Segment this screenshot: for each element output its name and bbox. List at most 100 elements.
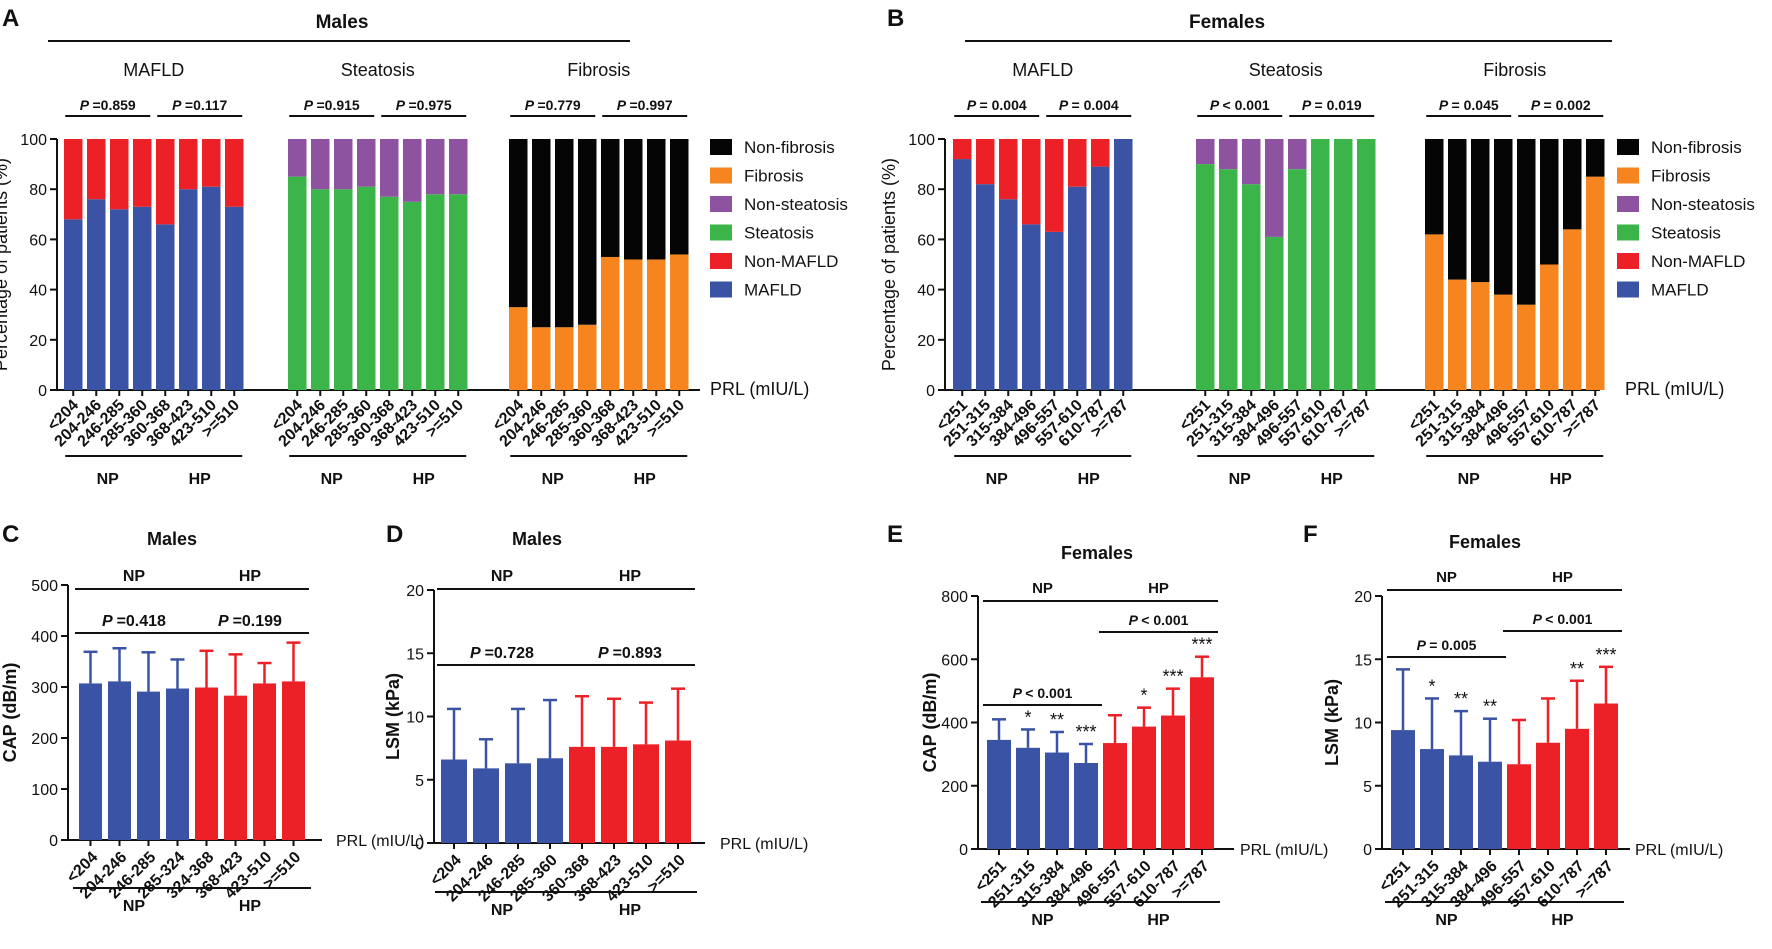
y-tick-label: 200 bbox=[941, 779, 968, 796]
legend-swatch bbox=[710, 167, 732, 184]
legend-label: Non-fibrosis bbox=[1651, 138, 1742, 157]
y-tick-label: 400 bbox=[941, 716, 968, 733]
legend-label: MAFLD bbox=[744, 281, 802, 300]
bar-segment-steatosis bbox=[311, 189, 330, 390]
bottom-label-hp: HP bbox=[239, 898, 262, 915]
data-bar bbox=[137, 691, 160, 840]
data-bar bbox=[282, 681, 305, 840]
bar-segment-non-steatosis bbox=[426, 139, 445, 195]
legend-swatch bbox=[1617, 224, 1639, 241]
bar-segment-steatosis bbox=[334, 189, 353, 390]
bar-segment-fibrosis bbox=[578, 324, 597, 390]
bottom-label-hp: HP bbox=[1147, 912, 1170, 929]
bar-segment-non-mafld bbox=[1091, 139, 1110, 167]
y-tick-label: 800 bbox=[941, 589, 968, 606]
data-bar bbox=[569, 746, 595, 843]
p-value-np: P =0.779 bbox=[525, 97, 581, 113]
panel-title: Males bbox=[512, 529, 562, 549]
panel-letter-F: F bbox=[1303, 521, 1318, 548]
bar-segment-fibrosis bbox=[1471, 282, 1490, 390]
bar-segment-steatosis bbox=[1357, 139, 1376, 390]
bar-segment-non-mafld bbox=[953, 139, 972, 160]
legend-label: Steatosis bbox=[744, 224, 814, 243]
data-bar bbox=[633, 744, 659, 843]
bar-segment-fibrosis bbox=[1517, 304, 1536, 390]
bottom-label-hp: HP bbox=[1551, 912, 1574, 929]
group-label-hp: HP bbox=[1148, 580, 1169, 597]
y-tick-label: 40 bbox=[917, 283, 935, 300]
data-bar bbox=[1045, 752, 1069, 849]
significance-stars: * bbox=[1140, 686, 1147, 706]
bar-segment-non-fibrosis bbox=[601, 139, 620, 257]
y-tick-label: 60 bbox=[917, 232, 935, 249]
p-value-hp: P =0.117 bbox=[172, 97, 227, 113]
bar-segment-fibrosis bbox=[555, 327, 574, 390]
bar-segment-fibrosis bbox=[624, 259, 643, 390]
data-bar bbox=[537, 758, 563, 843]
data-bar bbox=[665, 740, 691, 843]
subplot-title: Fibrosis bbox=[1483, 60, 1546, 80]
bar-segment-mafld bbox=[953, 159, 972, 390]
group-label-hp: HP bbox=[1321, 471, 1344, 488]
bar-segment-non-fibrosis bbox=[1425, 139, 1444, 235]
group-label-hp: HP bbox=[1078, 471, 1101, 488]
y-tick-label: 60 bbox=[29, 232, 47, 249]
bar-segment-non-steatosis bbox=[1265, 139, 1284, 237]
bar-segment-fibrosis bbox=[1540, 264, 1559, 390]
bar-segment-steatosis bbox=[426, 194, 445, 390]
data-bar bbox=[505, 763, 531, 843]
bar-segment-non-mafld bbox=[156, 139, 175, 225]
bar-segment-non-mafld bbox=[179, 139, 198, 190]
p-value-hp: P = 0.019 bbox=[1302, 97, 1362, 113]
bar-segment-non-fibrosis bbox=[555, 139, 574, 328]
bar-segment-fibrosis bbox=[1425, 234, 1444, 390]
y-tick-label: 500 bbox=[31, 578, 58, 595]
bar-segment-steatosis bbox=[403, 201, 422, 390]
y-axis-label: Percentage of patients (%) bbox=[0, 158, 11, 371]
group-label-hp: HP bbox=[1552, 569, 1573, 586]
legend-label: Non-fibrosis bbox=[744, 138, 835, 157]
data-bar bbox=[1016, 747, 1040, 849]
y-axis-label: LSM (kPa) bbox=[1322, 679, 1342, 766]
data-bar bbox=[166, 688, 189, 840]
bar-segment-mafld bbox=[133, 206, 152, 390]
bar-segment-non-mafld bbox=[976, 139, 995, 185]
bar-segment-mafld bbox=[87, 199, 106, 390]
bar-segment-non-fibrosis bbox=[1471, 139, 1490, 283]
significance-stars: ** bbox=[1454, 689, 1468, 709]
bar-segment-mafld bbox=[1091, 166, 1110, 390]
legend-swatch bbox=[1617, 167, 1639, 184]
bar-segment-mafld bbox=[1068, 186, 1087, 390]
p-value-hp: P < 0.001 bbox=[1129, 612, 1189, 628]
y-tick-label: 20 bbox=[406, 583, 424, 600]
bar-segment-non-fibrosis bbox=[578, 139, 597, 325]
legend-label: Non-MAFLD bbox=[1651, 252, 1745, 271]
y-tick-label: 15 bbox=[1354, 652, 1372, 669]
significance-stars: *** bbox=[1191, 635, 1212, 655]
legend-swatch bbox=[1617, 196, 1639, 212]
significance-stars: *** bbox=[1162, 667, 1183, 687]
subplot-title: Steatosis bbox=[1249, 60, 1323, 80]
bar-segment-mafld bbox=[64, 219, 83, 390]
data-bar bbox=[224, 695, 247, 840]
bar-segment-non-fibrosis bbox=[624, 139, 643, 260]
bar-segment-non-mafld bbox=[202, 139, 221, 187]
x-axis-label: PRL (mIU/L) bbox=[1625, 379, 1724, 399]
bar-segment-fibrosis bbox=[1448, 279, 1467, 390]
y-tick-label: 200 bbox=[31, 731, 58, 748]
group-label-hp: HP bbox=[413, 471, 436, 488]
legend-label: Non-steatosis bbox=[744, 195, 848, 214]
group-label-np: NP bbox=[1458, 471, 1481, 488]
legend-label: Steatosis bbox=[1651, 224, 1721, 243]
bar-segment-steatosis bbox=[1311, 139, 1330, 390]
group-label-hp: HP bbox=[634, 471, 657, 488]
y-axis-label: CAP (dB/m) bbox=[0, 663, 20, 763]
bottom-label-np: NP bbox=[491, 902, 514, 919]
p-value-np: P =0.859 bbox=[80, 97, 136, 113]
bar-segment-steatosis bbox=[357, 186, 376, 390]
y-tick-label: 100 bbox=[908, 132, 935, 149]
bar-segment-fibrosis bbox=[647, 259, 666, 390]
legend-label: MAFLD bbox=[1651, 281, 1709, 300]
bar-segment-fibrosis bbox=[1563, 229, 1582, 390]
bar-segment-non-mafld bbox=[1022, 139, 1041, 225]
